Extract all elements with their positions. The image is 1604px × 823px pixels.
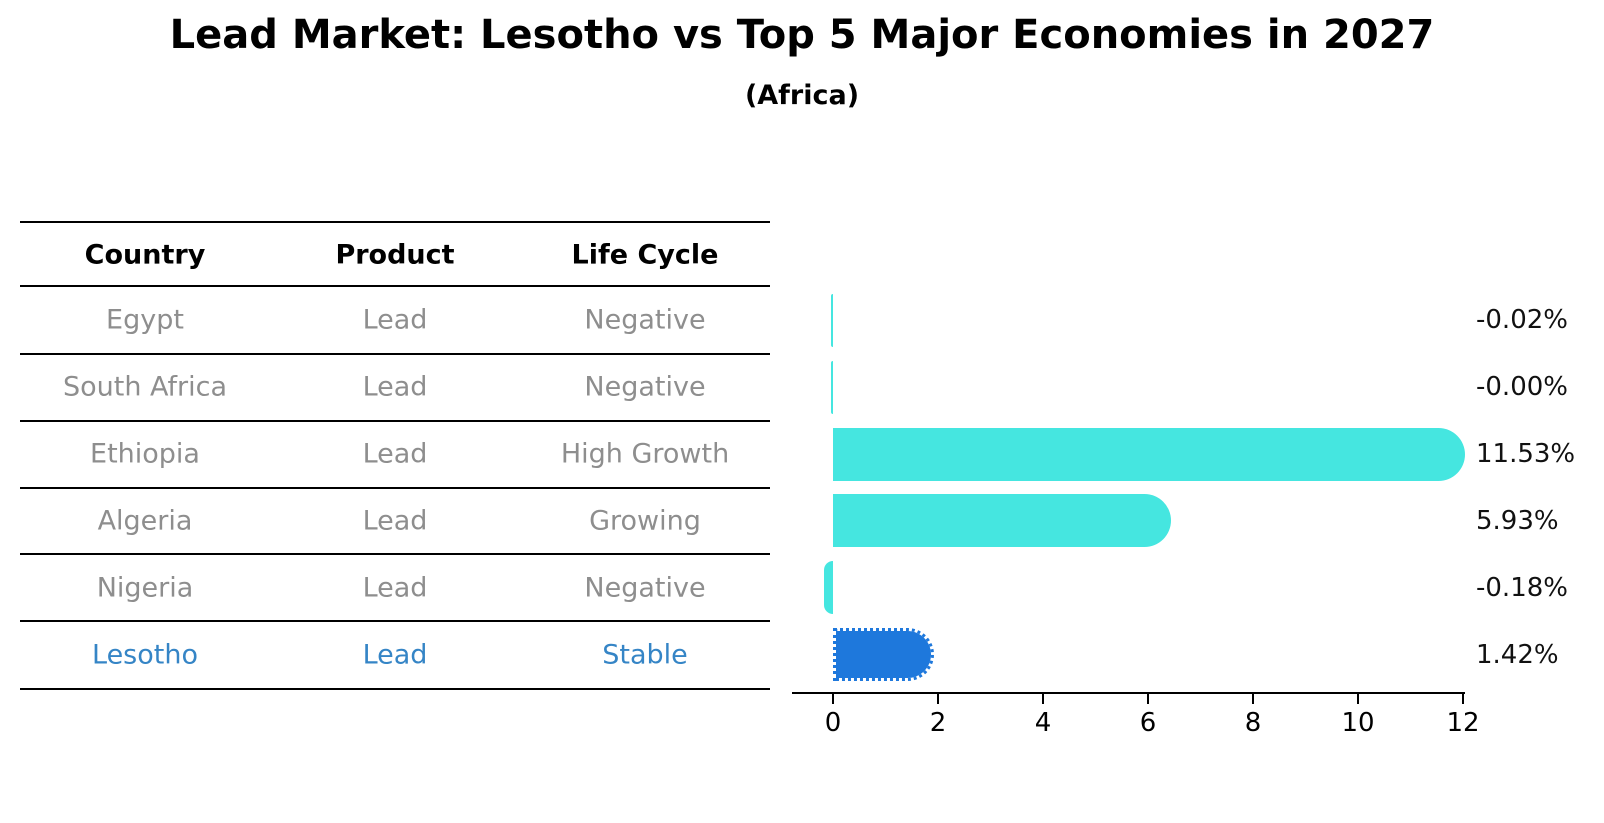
table-cell-country: Lesotho: [92, 639, 198, 671]
x-axis: [792, 692, 1465, 694]
value-label: -0.02%: [1476, 305, 1568, 336]
bar: [833, 427, 1465, 481]
x-tick-label: 4: [1034, 708, 1052, 738]
table-row-line: [20, 553, 770, 556]
x-tick: [1462, 694, 1464, 704]
table-cell-life_cycle: High Growth: [560, 438, 730, 470]
table-cell-country: South Africa: [62, 371, 228, 403]
table-header-line: [20, 285, 770, 287]
table-cell-life_cycle: Negative: [584, 572, 706, 604]
value-label: -0.18%: [1476, 572, 1568, 603]
x-tick: [1252, 694, 1254, 704]
x-tick: [1147, 694, 1149, 704]
value-label: 11.53%: [1476, 439, 1576, 470]
table-cell-product: Lead: [362, 505, 428, 537]
table-cell-life_cycle: Negative: [584, 371, 706, 403]
table-row-line: [20, 620, 770, 623]
value-label: 5.93%: [1476, 505, 1559, 536]
table-cell-product: Lead: [362, 572, 428, 604]
bar: [830, 360, 833, 414]
x-tick-label: 12: [1446, 708, 1480, 738]
table-cell-product: Lead: [362, 639, 428, 671]
x-tick: [1042, 694, 1044, 704]
table-row-line: [20, 352, 770, 355]
bar: [830, 293, 833, 347]
x-tick: [1357, 694, 1359, 704]
x-tick: [832, 694, 834, 704]
table-cell-life_cycle: Stable: [602, 639, 688, 671]
table-cell-country: Egypt: [106, 304, 184, 336]
table-row-line: [20, 419, 770, 422]
x-tick-label: 10: [1341, 708, 1375, 738]
bar: [833, 494, 1171, 548]
x-tick-label: 8: [1244, 708, 1262, 738]
value-label: -0.00%: [1476, 372, 1568, 403]
table-row-line: [20, 486, 770, 489]
table-cell-country: Ethiopia: [90, 438, 200, 470]
bar: [823, 561, 833, 615]
table-cell-life_cycle: Negative: [584, 304, 706, 336]
table-top-line: [20, 221, 770, 223]
chart-subtitle: (Africa): [744, 80, 860, 111]
table-header-cell: Life Cycle: [571, 239, 719, 271]
chart-title: Lead Market: Lesotho vs Top 5 Major Econ…: [169, 12, 1435, 58]
table-bottom-line: [20, 688, 770, 690]
x-tick-label: 6: [1139, 708, 1157, 738]
table-cell-country: Nigeria: [96, 572, 194, 604]
x-tick-label: 0: [824, 708, 842, 738]
table-cell-product: Lead: [362, 304, 428, 336]
x-tick-label: 2: [929, 708, 947, 738]
x-tick: [937, 694, 939, 704]
highlight-bar: [833, 628, 935, 682]
value-label: 1.42%: [1476, 639, 1559, 670]
table-header-cell: Country: [84, 239, 206, 271]
table-header-cell: Product: [335, 239, 455, 271]
table-cell-country: Algeria: [97, 505, 193, 537]
table-cell-product: Lead: [362, 438, 428, 470]
table-cell-life_cycle: Growing: [589, 505, 701, 537]
table-cell-product: Lead: [362, 371, 428, 403]
